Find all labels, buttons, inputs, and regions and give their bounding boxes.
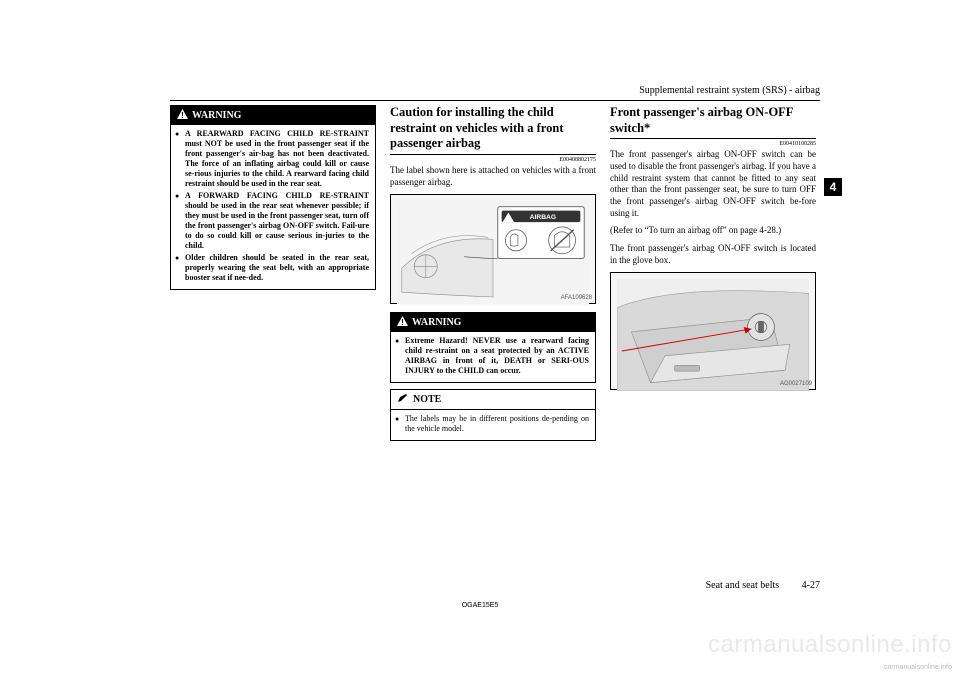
warning-label: WARNING <box>192 110 241 121</box>
column-3: Front passenger's airbag ON-OFF switch* … <box>610 105 816 590</box>
figure-code: AG0027109 <box>780 381 812 387</box>
warning-item: Extreme Hazard! NEVER use a rearward fac… <box>395 336 589 376</box>
warning-box-2: ! WARNING Extreme Hazard! NEVER use a re… <box>390 312 596 383</box>
body-paragraph: (Refer to “To turn an airbag off” on pag… <box>610 225 816 237</box>
column-1: ! WARNING A REARWARD FACING CHILD RE‑STR… <box>170 105 376 590</box>
warning-header: ! WARNING <box>171 106 375 125</box>
body-paragraph: The label shown here is attached on vehi… <box>390 165 596 188</box>
note-pencil-icon <box>397 393 409 406</box>
dashboard-illustration: AIRBAG <box>397 201 589 305</box>
section-heading: Caution for installing the child restrai… <box>390 105 596 155</box>
section-header: Supplemental restraint system (SRS) - ai… <box>639 85 820 96</box>
warning-item: A REARWARD FACING CHILD RE‑STRAINT must … <box>175 129 369 189</box>
warning-body: A REARWARD FACING CHILD RE‑STRAINT must … <box>171 125 375 289</box>
figure-code: AFA109628 <box>561 295 592 301</box>
footer-right: Seat and seat belts 4-27 <box>706 580 820 591</box>
section-code: E00410100285 <box>610 141 816 147</box>
warning-header: ! WARNING <box>391 313 595 332</box>
warning-body: Extreme Hazard! NEVER use a rearward fac… <box>391 332 595 382</box>
body-paragraph: The front passenger's airbag ON-OFF swit… <box>610 149 816 219</box>
warning-item: A FORWARD FACING CHILD RE‑STRAINT should… <box>175 191 369 251</box>
warning-label: WARNING <box>412 317 461 328</box>
column-2: Caution for installing the child restrai… <box>390 105 596 590</box>
note-body: The labels may be in different positions… <box>391 410 595 440</box>
note-label: NOTE <box>413 394 441 405</box>
airbag-badge-text: AIRBAG <box>530 214 556 221</box>
note-item: The labels may be in different positions… <box>395 414 589 434</box>
body-paragraph: The front passenger's airbag ON-OFF swit… <box>610 243 816 266</box>
section-code: E00408802175 <box>390 157 596 163</box>
page-content: Supplemental restraint system (SRS) - ai… <box>170 100 820 590</box>
footer-section-label: Seat and seat belts <box>706 580 780 591</box>
note-box: NOTE The labels may be in different posi… <box>390 389 596 441</box>
svg-text:!: ! <box>401 318 404 326</box>
warning-item: Older children should be seated in the r… <box>175 253 369 283</box>
warning-triangle-icon: ! <box>397 316 408 329</box>
watermark-url: carmanualsonline.info <box>884 664 952 671</box>
footer-page-number: 4-27 <box>802 580 820 591</box>
warning-box-1: ! WARNING A REARWARD FACING CHILD RE‑STR… <box>170 105 376 290</box>
watermark: carmanualsonline.info <box>708 631 952 659</box>
figure-airbag-label: AIRBAG AFA109628 <box>390 194 596 304</box>
svg-text:!: ! <box>181 111 184 119</box>
footer-doc-code: OGAE15E5 <box>462 602 499 609</box>
warning-triangle-icon: ! <box>177 109 188 122</box>
glovebox-illustration <box>617 279 809 390</box>
note-header: NOTE <box>391 390 595 410</box>
chapter-tab: 4 <box>824 178 842 196</box>
figure-glovebox: AG0027109 <box>610 272 816 390</box>
section-heading: Front passenger's airbag ON-OFF switch* <box>610 105 816 139</box>
